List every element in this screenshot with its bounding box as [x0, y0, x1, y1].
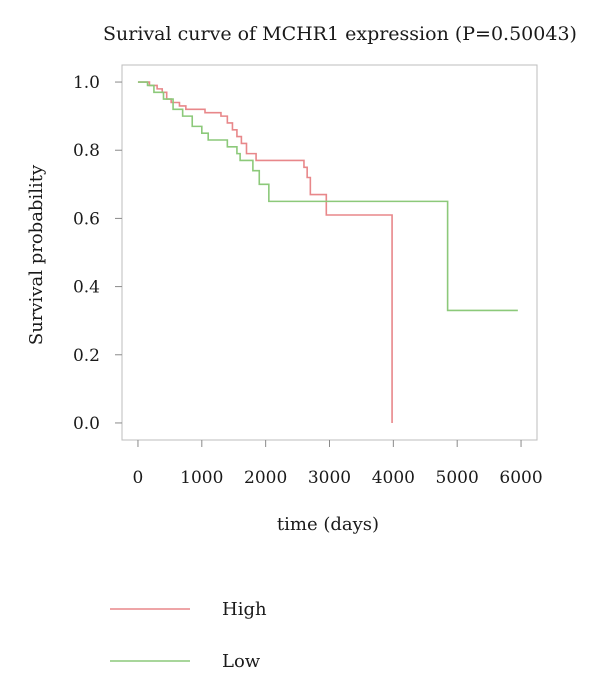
- x-tick-label-1: 1000: [180, 468, 223, 488]
- legend-label-low: Low: [222, 651, 261, 672]
- legend: High Low: [110, 599, 267, 672]
- series-layer: [137, 81, 518, 423]
- x-tick-label-2: 2000: [244, 468, 287, 488]
- series-line-low: [137, 81, 518, 312]
- x-tick-label-4: 4000: [372, 468, 415, 488]
- axes: 0 1000 2000 3000 4000 5000 6000 0.0 0.2 0.4 0.6 0.8…: [73, 64, 543, 488]
- y-tick-label-4: 0.8: [73, 141, 100, 161]
- x-tick-label-0: 0: [133, 468, 144, 488]
- y-tick-label-3: 0.6: [73, 209, 100, 229]
- y-tick-label-5: 1.0: [73, 73, 100, 93]
- x-tick-label-5: 5000: [436, 468, 479, 488]
- x-tick-label-6: 6000: [499, 468, 542, 488]
- x-axis-label: time (days): [277, 514, 379, 535]
- y-tick-label-0: 0.0: [73, 414, 100, 434]
- plot-frame: [121, 64, 538, 441]
- series-line-high: [137, 81, 393, 423]
- y-axis-label: Survival probability: [26, 164, 47, 345]
- chart-title: Surival curve of MCHR1 expression (P=0.5…: [103, 23, 577, 45]
- y-tick-label-2: 0.4: [73, 278, 100, 298]
- x-tick-label-3: 3000: [308, 468, 351, 488]
- y-tick-label-1: 0.2: [73, 346, 100, 366]
- legend-label-high: High: [222, 599, 267, 620]
